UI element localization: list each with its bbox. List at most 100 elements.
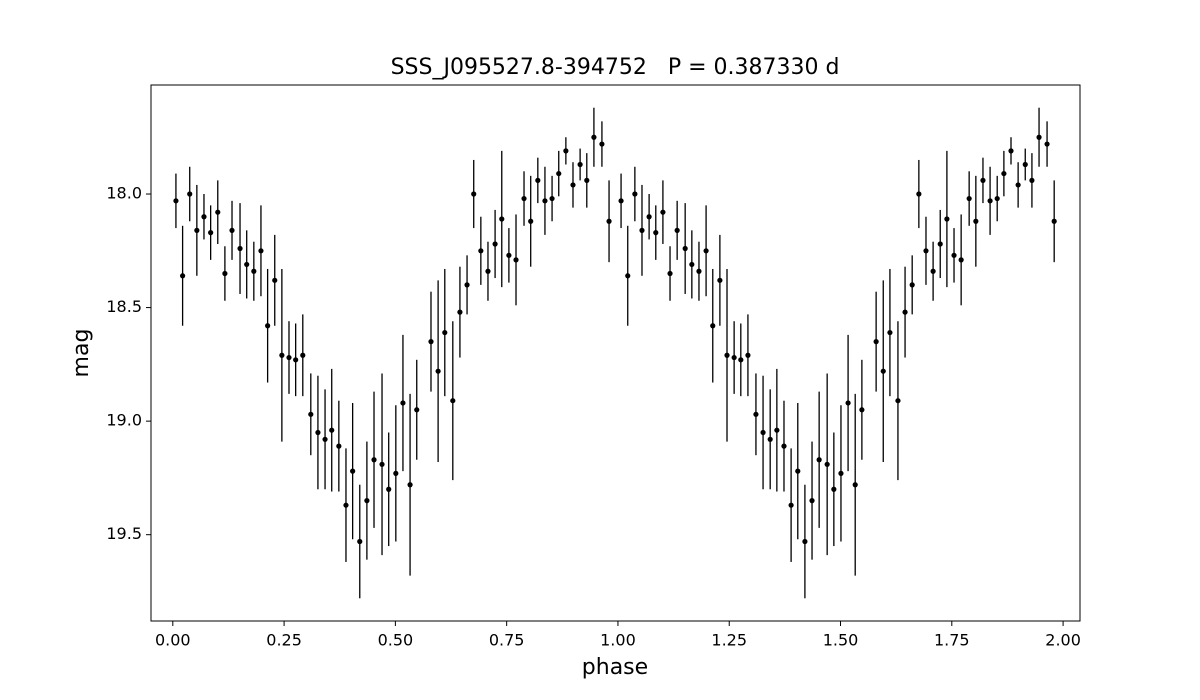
data-point <box>584 177 590 183</box>
data-point <box>625 273 631 279</box>
data-point <box>717 277 723 283</box>
data-point <box>272 277 278 283</box>
x-tick-label: 0.75 <box>489 631 525 650</box>
data-point <box>308 411 314 417</box>
data-point <box>966 195 972 202</box>
data-point <box>682 245 688 252</box>
data-point <box>895 398 901 404</box>
data-point <box>973 218 979 224</box>
data-point <box>606 218 612 224</box>
x-tick-label: 0.00 <box>155 631 191 650</box>
data-point <box>710 323 716 329</box>
data-point <box>386 486 392 492</box>
x-tick-label: 1.50 <box>823 631 859 650</box>
data-point <box>258 248 264 254</box>
data-point <box>944 216 950 222</box>
data-point <box>194 227 200 233</box>
data-point <box>916 191 922 197</box>
data-point <box>660 209 666 215</box>
data-point <box>1001 170 1007 177</box>
data-point <box>689 261 695 268</box>
data-point <box>222 270 228 277</box>
data-point <box>639 227 645 233</box>
data-point <box>201 214 207 220</box>
data-point <box>513 257 519 263</box>
x-tick-label: 0.50 <box>378 631 414 650</box>
data-point <box>987 198 993 204</box>
data-point <box>364 498 370 504</box>
data-point <box>674 227 680 233</box>
x-tick-label: 0.25 <box>266 631 302 650</box>
data-point <box>293 357 299 363</box>
data-point <box>667 270 673 277</box>
data-point <box>407 482 413 488</box>
data-point <box>923 248 929 254</box>
data-point <box>521 195 527 202</box>
data-point <box>802 538 808 545</box>
data-point <box>753 411 759 417</box>
data-point <box>873 339 879 345</box>
data-point <box>450 398 456 404</box>
data-point <box>265 323 271 329</box>
data-point <box>442 329 448 336</box>
data-point <box>471 191 477 197</box>
y-axis-label: mag <box>69 329 94 378</box>
data-point <box>315 429 321 436</box>
data-point <box>838 470 844 476</box>
data-point <box>457 309 463 315</box>
data-point <box>738 357 744 363</box>
x-tick-label: 1.25 <box>711 631 747 650</box>
data-point <box>237 245 243 252</box>
data-point <box>1022 161 1028 168</box>
y-tick-label: 18.0 <box>106 184 142 203</box>
data-point <box>187 191 193 197</box>
x-axis-label: phase <box>582 655 648 680</box>
data-point <box>937 241 943 247</box>
data-point <box>329 427 335 433</box>
data-point <box>618 198 624 204</box>
data-point <box>731 354 737 361</box>
data-point <box>845 400 851 406</box>
data-point <box>371 457 377 463</box>
data-point <box>208 230 214 236</box>
data-point <box>653 230 659 236</box>
data-point <box>244 261 250 268</box>
data-point <box>393 470 399 476</box>
data-point <box>492 241 498 247</box>
data-point <box>887 329 893 336</box>
data-point <box>591 134 597 140</box>
data-point <box>478 248 484 254</box>
data-point <box>570 182 576 188</box>
data-point <box>760 429 766 436</box>
data-point <box>180 273 186 279</box>
data-point <box>379 461 385 467</box>
data-point <box>824 461 830 467</box>
plot-frame <box>150 84 1081 622</box>
data-point <box>831 486 837 492</box>
data-point <box>930 268 936 274</box>
data-point <box>1051 218 1057 224</box>
data-point <box>350 468 356 474</box>
data-point <box>1044 141 1050 147</box>
data-point <box>556 170 562 177</box>
data-point <box>1036 134 1042 140</box>
data-point <box>400 400 406 406</box>
data-point <box>229 227 235 233</box>
data-point <box>279 352 285 358</box>
data-point <box>286 354 292 361</box>
data-point <box>464 282 470 288</box>
data-point <box>1015 182 1021 188</box>
data-point <box>745 352 751 358</box>
data-point <box>958 257 964 263</box>
data-point <box>322 436 328 442</box>
y-tick-label: 19.5 <box>106 524 142 543</box>
data-point <box>724 352 730 358</box>
data-point <box>535 177 541 183</box>
data-point <box>577 161 583 168</box>
data-point <box>809 498 815 504</box>
data-point <box>485 268 491 274</box>
data-point <box>357 538 363 545</box>
y-tick-label: 19.0 <box>106 411 142 430</box>
data-point <box>1008 148 1014 154</box>
